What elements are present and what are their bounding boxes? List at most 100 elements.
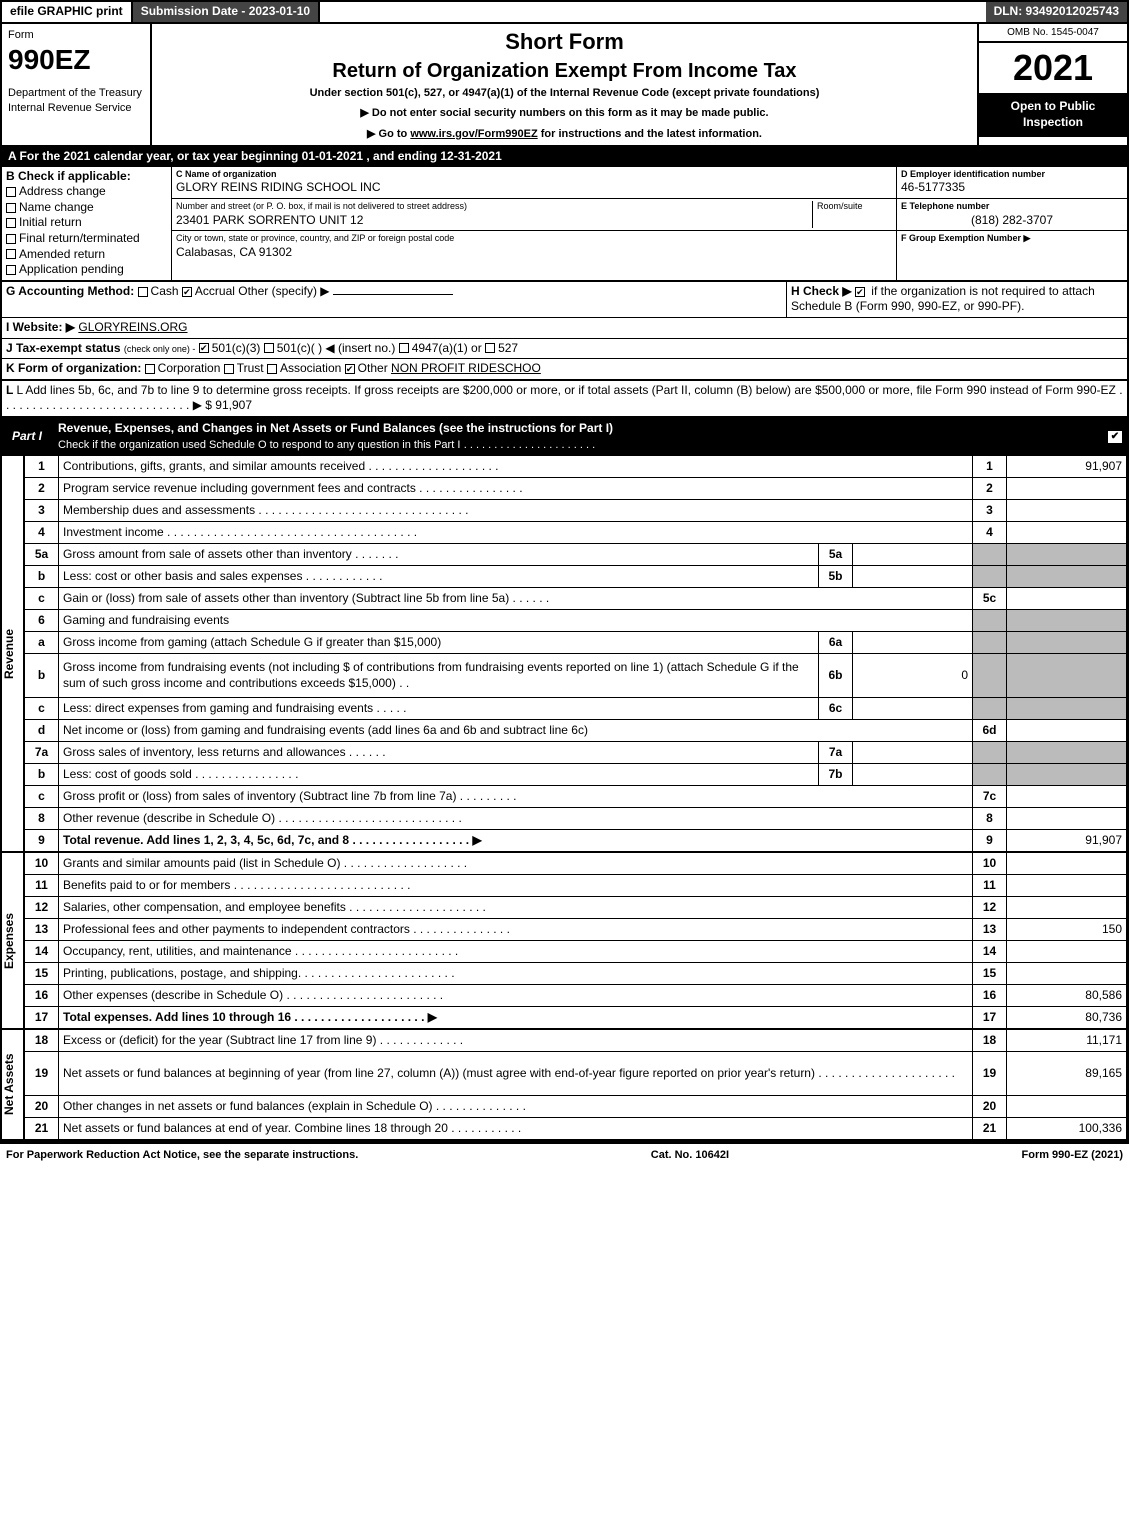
revenue-table: 1Contributions, gifts, grants, and simil… (24, 455, 1127, 852)
form-number: 990EZ (8, 42, 144, 78)
line-number: a (25, 632, 59, 654)
line-g-label: G Accounting Method: (6, 284, 134, 298)
line-number: 15 (25, 963, 59, 985)
line-row: bLess: cost or other basis and sales exp… (25, 566, 1127, 588)
line-number: 9 (25, 830, 59, 852)
line-number: c (25, 588, 59, 610)
ein-value: 46-5177335 (901, 180, 1123, 196)
row-j: J Tax-exempt status (check only one) - 5… (0, 339, 1129, 360)
line-row: 15Printing, publications, postage, and s… (25, 963, 1127, 985)
line-h-label: H Check ▶ (791, 284, 852, 298)
line-number: b (25, 654, 59, 698)
header-mid: Short Form Return of Organization Exempt… (152, 24, 977, 145)
line-value (1007, 522, 1127, 544)
omb-number: OMB No. 1545-0047 (979, 24, 1127, 43)
expenses-section: Expenses 10Grants and similar amounts pa… (0, 852, 1129, 1029)
cb-application-pending[interactable]: Application pending (6, 262, 167, 278)
line-ref: 15 (973, 963, 1007, 985)
line-number: c (25, 698, 59, 720)
line-number: 8 (25, 808, 59, 830)
line-ref-shaded (973, 566, 1007, 588)
line-row: 7aGross sales of inventory, less returns… (25, 742, 1127, 764)
line-row: bGross income from fundraising events (n… (25, 654, 1127, 698)
dept-label: Department of the Treasury Internal Reve… (8, 86, 144, 115)
line-ref: 14 (973, 941, 1007, 963)
line-number: 3 (25, 500, 59, 522)
line-number: 12 (25, 897, 59, 919)
line-value-shaded (1007, 742, 1127, 764)
line-ref: 20 (973, 1096, 1007, 1118)
line-number: 1 (25, 456, 59, 478)
line-value (1007, 875, 1127, 897)
line-number: 11 (25, 875, 59, 897)
footer-right: Form 990-EZ (2021) (1022, 1148, 1123, 1162)
part1-title: Revenue, Expenses, and Changes in Net As… (58, 421, 613, 435)
line-row: cGross profit or (loss) from sales of in… (25, 786, 1127, 808)
line-desc: Contributions, gifts, grants, and simila… (59, 456, 973, 478)
line-ref: 17 (973, 1007, 1007, 1029)
line-desc: Professional fees and other payments to … (59, 919, 973, 941)
line-row: 21Net assets or fund balances at end of … (25, 1118, 1127, 1140)
part1-checkbox[interactable]: ✔ (1107, 430, 1123, 444)
part1-sub: Check if the organization used Schedule … (58, 439, 460, 451)
line-ref: 4 (973, 522, 1007, 544)
line-ref-shaded (973, 544, 1007, 566)
line-value: 80,736 (1007, 1007, 1127, 1029)
line-desc: Investment income . . . . . . . . . . . … (59, 522, 973, 544)
dln: DLN: 93492012025743 (986, 2, 1127, 22)
cb-501c3[interactable]: 501(c)(3) (199, 341, 261, 355)
box-f-label: F Group Exemption Number ▶ (901, 233, 1123, 245)
part1-bar: Part I Revenue, Expenses, and Changes in… (0, 418, 1129, 455)
cb-final-return[interactable]: Final return/terminated (6, 231, 167, 247)
line-desc: Printing, publications, postage, and shi… (59, 963, 973, 985)
cb-527[interactable]: 527 (485, 341, 518, 355)
line-row: 2Program service revenue including gover… (25, 478, 1127, 500)
line-ref-shaded (973, 742, 1007, 764)
cb-amended-return[interactable]: Amended return (6, 247, 167, 263)
line-ref: 8 (973, 808, 1007, 830)
line-desc: Less: cost or other basis and sales expe… (59, 566, 819, 588)
cb-501c[interactable]: 501(c)( ) ◀ (insert no.) (264, 341, 396, 355)
cb-accrual[interactable]: Accrual (182, 284, 235, 298)
cb-corporation[interactable]: Corporation (145, 361, 221, 375)
line-number: d (25, 720, 59, 742)
line-row: cGain or (loss) from sale of assets othe… (25, 588, 1127, 610)
line-value-shaded (1007, 698, 1127, 720)
cb-other-method[interactable]: Other (specify) ▶ (238, 284, 453, 298)
line-value: 91,907 (1007, 456, 1127, 478)
line-ref-shaded (973, 632, 1007, 654)
header-left: Form 990EZ Department of the Treasury In… (2, 24, 152, 145)
street-value: 23401 PARK SORRENTO UNIT 12 (176, 213, 812, 229)
arrow-note-1: ▶ Do not enter social security numbers o… (160, 106, 969, 120)
row-l: L L Add lines 5b, 6c, and 7b to line 9 t… (0, 381, 1129, 418)
cb-initial-return[interactable]: Initial return (6, 215, 167, 231)
netassets-table: 18Excess or (deficit) for the year (Subt… (24, 1029, 1127, 1140)
line-ref-shaded (973, 698, 1007, 720)
line-desc: Gross amount from sale of assets other t… (59, 544, 819, 566)
cb-schedule-b[interactable] (855, 284, 868, 298)
line-value (1007, 1096, 1127, 1118)
line-row: 6Gaming and fundraising events (25, 610, 1127, 632)
org-name: GLORY REINS RIDING SCHOOL INC (176, 180, 892, 196)
line-ref: 11 (973, 875, 1007, 897)
expenses-sidelabel: Expenses (2, 852, 24, 1029)
line-desc: Gain or (loss) from sale of assets other… (59, 588, 973, 610)
line-ref: 3 (973, 500, 1007, 522)
cb-cash[interactable]: Cash (138, 284, 179, 298)
irs-link[interactable]: www.irs.gov/Form990EZ (410, 128, 537, 140)
cb-address-change[interactable]: Address change (6, 184, 167, 200)
line-row: 16Other expenses (describe in Schedule O… (25, 985, 1127, 1007)
line-value: 11,171 (1007, 1030, 1127, 1052)
cb-trust[interactable]: Trust (224, 361, 264, 375)
cb-association[interactable]: Association (267, 361, 341, 375)
line-number: b (25, 566, 59, 588)
cb-name-change[interactable]: Name change (6, 200, 167, 216)
cb-4947[interactable]: 4947(a)(1) or (399, 341, 482, 355)
footer-mid: Cat. No. 10642I (651, 1148, 729, 1162)
website-link[interactable]: GLORYREINS.ORG (78, 320, 187, 334)
netassets-sidelabel: Net Assets (2, 1029, 24, 1140)
sub-line-value (853, 566, 973, 588)
line-number: 10 (25, 853, 59, 875)
line-value (1007, 720, 1127, 742)
cb-other-org[interactable]: Other (345, 361, 388, 375)
